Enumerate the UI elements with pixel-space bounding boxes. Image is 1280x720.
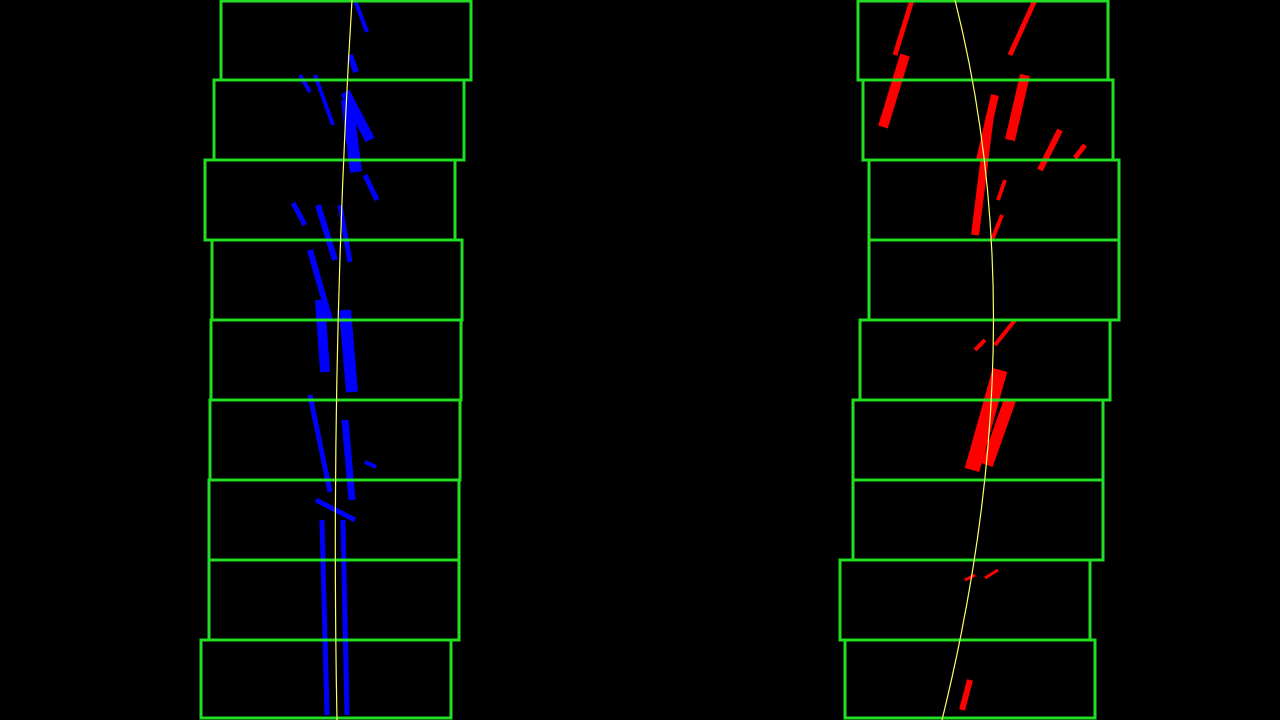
left-fit-line bbox=[334, 0, 353, 720]
search-window bbox=[199, 638, 453, 720]
pixel-blob bbox=[339, 309, 358, 393]
left-windows bbox=[199, 0, 473, 720]
pixel-blob bbox=[353, 0, 369, 33]
pixel-blob bbox=[290, 201, 308, 227]
pixel-blob bbox=[971, 114, 994, 236]
pixel-blob bbox=[878, 53, 910, 129]
pixel-blob bbox=[341, 419, 356, 501]
right-fit-line bbox=[941, 0, 995, 720]
pixel-blob bbox=[984, 568, 999, 580]
pixel-blob bbox=[964, 367, 1008, 473]
pixel-blob bbox=[364, 460, 377, 469]
pixel-blob bbox=[315, 299, 330, 373]
right-lane-pixels bbox=[878, 0, 1087, 711]
pixel-blob bbox=[964, 573, 976, 582]
pixel-blob bbox=[340, 519, 350, 716]
left-lane-pixels bbox=[290, 0, 380, 716]
pixel-blob bbox=[307, 394, 333, 493]
pixel-blob bbox=[973, 338, 987, 352]
right-windows bbox=[838, 0, 1121, 720]
pixel-blob bbox=[892, 0, 915, 56]
pixel-blob bbox=[298, 73, 312, 94]
pixel-blob bbox=[959, 679, 973, 711]
pixel-blob bbox=[990, 214, 1004, 241]
pixel-blob bbox=[307, 249, 333, 321]
pixel-blob bbox=[1005, 73, 1030, 142]
pixel-blob bbox=[993, 318, 1017, 347]
pixel-blob bbox=[1007, 0, 1038, 57]
pixel-blob bbox=[981, 397, 1016, 468]
pixel-blob bbox=[1073, 143, 1087, 160]
search-window bbox=[843, 638, 1097, 720]
pixel-blob bbox=[347, 54, 359, 73]
pixel-blob bbox=[996, 179, 1007, 201]
pixel-blob bbox=[1037, 128, 1063, 172]
pixel-blob bbox=[313, 74, 335, 126]
pixel-blob bbox=[362, 173, 380, 202]
pixel-blob bbox=[319, 519, 330, 716]
pixel-blob bbox=[315, 204, 338, 261]
